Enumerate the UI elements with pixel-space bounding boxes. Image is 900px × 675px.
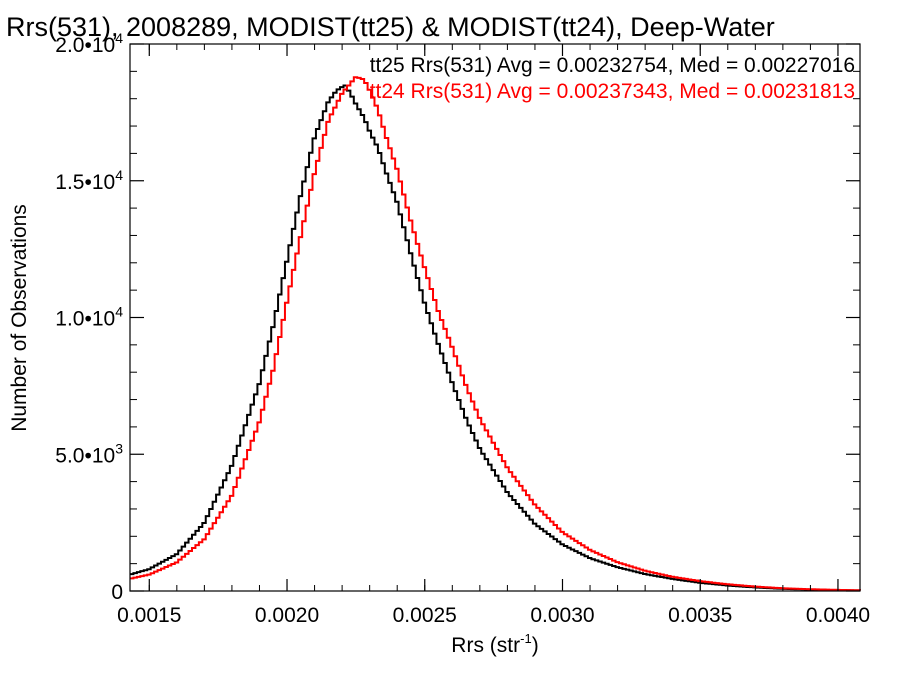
series-line-2 <box>130 76 861 592</box>
legend: tt25 Rrs(531) Avg = 0.00232754, Med = 0.… <box>370 54 855 103</box>
y-tick-label: 1.5•104 <box>55 167 123 194</box>
y-tick-label: 5.0•103 <box>55 440 123 467</box>
y-tick-label: 0 <box>111 581 123 604</box>
x-tick-label: 0.0025 <box>393 604 457 627</box>
x-tick-label: 0.0020 <box>255 604 319 627</box>
x-axis-label: Rrs (str-1) <box>451 631 538 657</box>
axes-layer: 0.0015 0.0020 0.0025 0.0030 0.0035 0.0040 0 5.0… <box>55 30 870 627</box>
x-tick-label: 0.0015 <box>117 604 181 627</box>
series-layer <box>130 76 861 592</box>
legend-entry-1: tt25 Rrs(531) Avg = 0.00232754, Med = 0.… <box>370 54 855 77</box>
y-tick-label: 2.0•104 <box>55 30 123 57</box>
x-tick-label: 0.0040 <box>806 604 870 627</box>
x-tick-label: 0.0035 <box>668 604 732 627</box>
y-axis-label: Number of Observations <box>8 204 31 432</box>
y-tick-label: 1.0•104 <box>55 304 123 331</box>
chart-title: Rrs(531), 2008289, MODIST(tt25) & MODIST… <box>6 12 775 42</box>
legend-entry-2: tt24 Rrs(531) Avg = 0.00237343, Med = 0.… <box>370 80 855 103</box>
x-tick-label: 0.0030 <box>530 604 594 627</box>
